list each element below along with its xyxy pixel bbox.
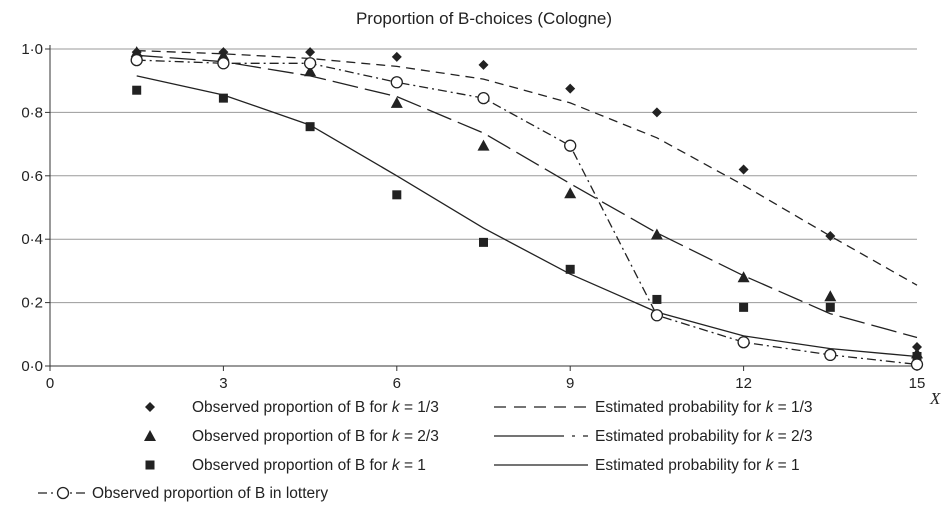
gridlines [50,48,917,304]
data-point-diamond [305,47,316,58]
data-point-square [825,302,835,312]
y-tick-label: 0·6 [21,168,43,185]
data-point-circle [130,53,143,67]
legend: Observed proportion of B for k = 1/3Obse… [38,399,813,502]
y-tick-label: 0·8 [21,104,43,121]
data-point-square [392,190,402,200]
data-point-diamond [912,341,922,352]
legend-label: Estimated probability for k = 1/3 [595,399,813,416]
x-tick-label: 6 [393,375,401,392]
data-point-circle [477,91,490,105]
legend-label-value: = 1/3 [400,399,439,416]
axes: 0·0 0·2 0·4 0·6 0·8 1·0 0 3 6 9 12 15X [21,41,941,408]
y-tick-label: 0·2 [21,295,43,312]
x-tick-label: 9 [566,375,574,392]
data-point-circle [564,139,577,152]
legend-label-value: = 2/3 [773,428,812,445]
legend-marker-circle [56,486,70,500]
data-point-triangle [824,290,837,302]
legend-label-k: k [392,428,401,445]
y-tick-label: 1·0 [21,41,43,58]
data-point-triangle [737,271,750,283]
data-point-circle [390,76,403,89]
legend-label-k: k [766,399,775,416]
data-point-square [132,85,142,95]
legend-marker-triangle [144,430,156,441]
legend-label: Observed proportion of B in lottery [92,485,328,502]
x-tick-label: 15 [909,375,926,392]
data-point-diamond [565,83,576,94]
data-point-circle [737,336,750,349]
data-point-square [305,122,315,132]
data-point-diamond [825,231,836,242]
data-point-diamond [651,107,662,118]
legend-label: Observed proportion of B for k = 1 [192,457,426,474]
data-point-triangle [390,96,403,108]
legend-label: Estimated probability for k = 1 [595,457,800,474]
data-point-circle [650,309,664,322]
data-point-triangle [130,46,143,58]
legend-label-k: k [766,457,775,474]
legend-label-text: Observed proportion of B for [192,399,392,416]
legend-label-k: k [392,457,401,474]
legend-marker-square [145,460,155,470]
series-line-3 [136,59,918,366]
data-point-triangle [564,187,577,199]
legend-label-text: Estimated probability for [595,428,766,445]
data-point-square [218,93,228,103]
data-point-square [739,302,749,312]
x-tick-label: 3 [219,375,227,392]
legend-label-k: k [766,428,775,445]
data-point-circle [910,358,924,371]
data-point-square [479,237,488,247]
legend-label-text: Estimated probability for [595,399,766,416]
x-tick-label: 12 [735,375,752,392]
legend-label-k: k [392,399,401,416]
chart-title: Proportion of B-choices (Cologne) [356,9,612,28]
data-point-square [652,294,662,304]
series-line-6 [136,75,918,358]
y-tick-label: 0·0 [21,358,43,375]
series-line-4 [136,49,918,286]
legend-label-value: = 1 [400,457,426,474]
data-point-square [912,351,922,361]
legend-label: Observed proportion of B for k = 2/3 [192,428,439,445]
series-line-5 [136,54,918,339]
data-point-circle [303,57,317,70]
data-point-diamond [391,51,402,62]
legend-label-text: Observed proportion of B in lottery [92,485,328,502]
data-point-square [565,264,575,274]
x-tick-label: 0 [46,375,54,392]
legend-label-text: Estimated probability for [595,457,766,474]
legend-label-text: Observed proportion of B for [192,457,392,474]
data-point-diamond [478,59,489,70]
data-point-triangle [477,139,490,151]
x-axis-label: X [929,389,941,408]
legend-label: Estimated probability for k = 2/3 [595,428,813,445]
data-point-circle [824,348,837,362]
series-layer [130,46,924,371]
legend-label-text: Observed proportion of B for [192,428,392,445]
legend-label: Observed proportion of B for k = 1/3 [192,399,439,416]
data-point-triangle [217,49,230,61]
data-point-triangle [304,65,317,77]
data-point-diamond [738,164,749,175]
legend-label-value: = 2/3 [400,428,439,445]
legend-label-value: = 1/3 [773,399,812,416]
y-tick-label: 0·4 [21,231,43,248]
data-point-triangle [650,228,663,240]
data-point-circle [217,57,230,70]
legend-marker-diamond [145,402,155,412]
legend-label-value: = 1 [773,457,799,474]
